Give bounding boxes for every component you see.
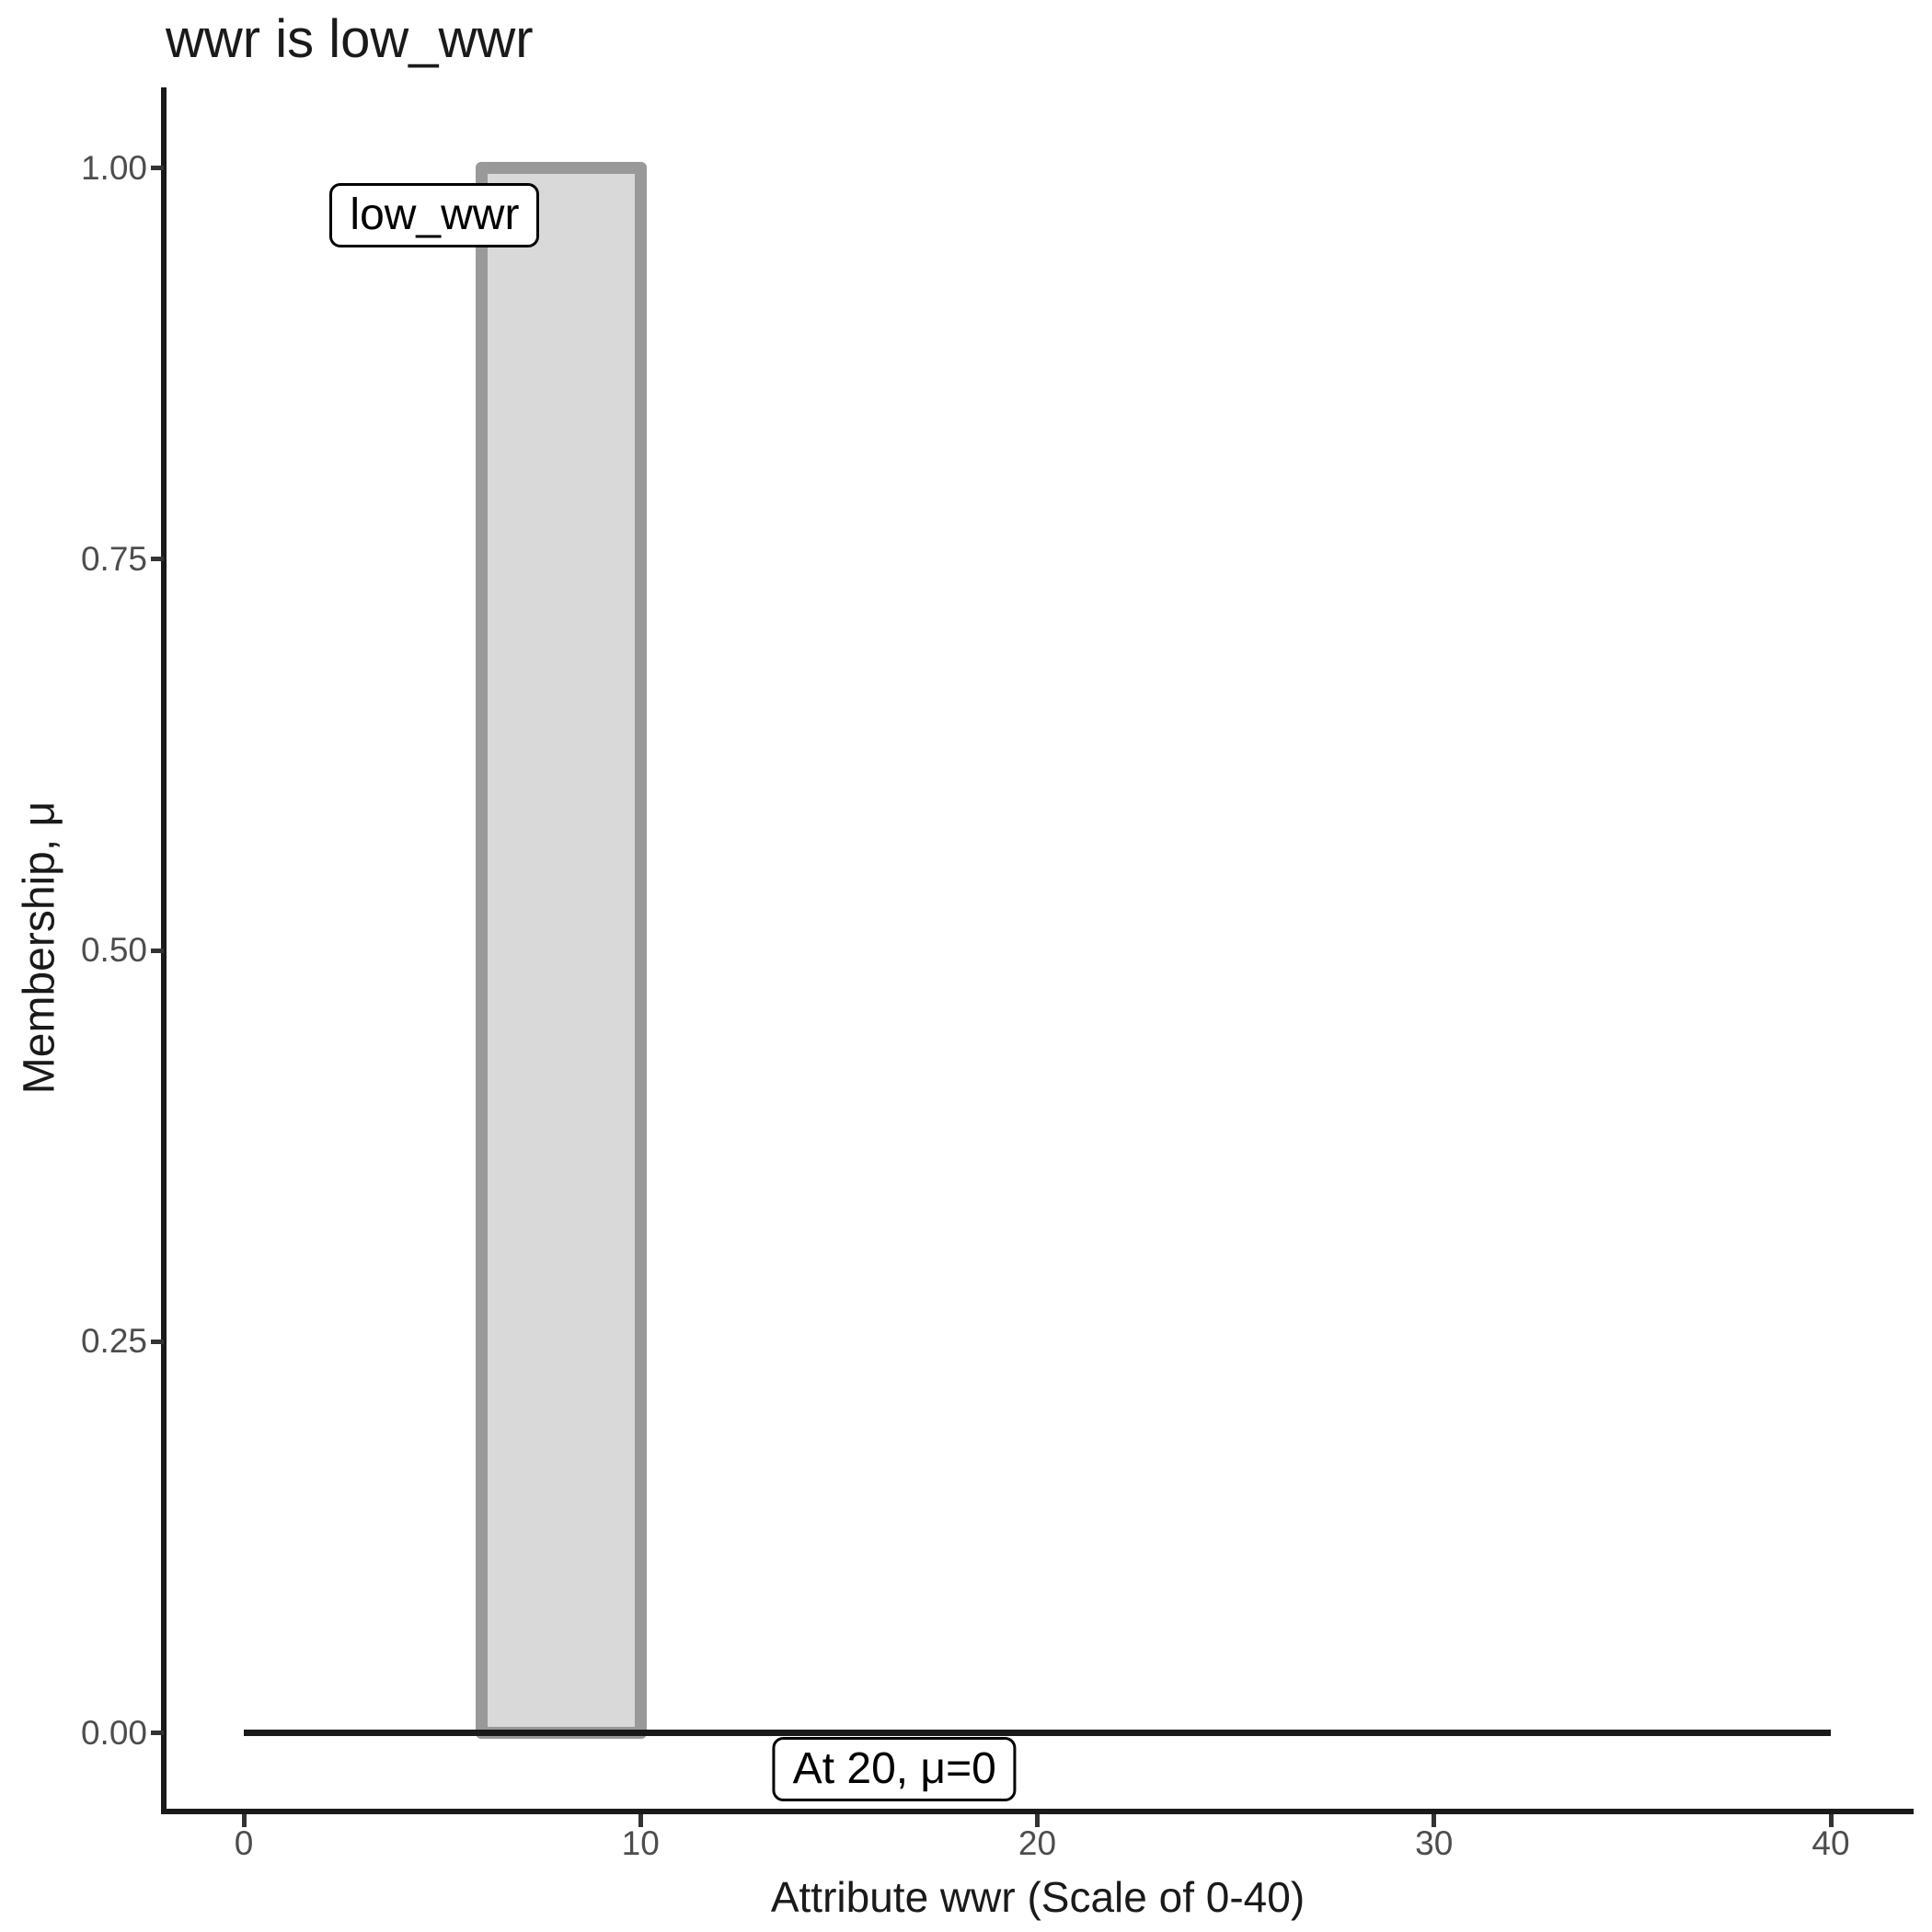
y-tick-mark — [151, 948, 164, 953]
x-tick-mark — [638, 1814, 643, 1827]
y-tick-label: 1.00 — [80, 148, 147, 187]
x-tick-mark — [241, 1814, 247, 1827]
y-tick-label: 0.25 — [80, 1322, 147, 1361]
x-tick-label: 20 — [1018, 1824, 1057, 1862]
y-tick-label: 0.50 — [80, 931, 147, 969]
y-tick-mark — [151, 1731, 164, 1735]
x-tick-label: 30 — [1415, 1824, 1454, 1862]
y-tick-mark — [151, 1339, 164, 1344]
annotation-label-low-wwr: low_wwr — [329, 182, 540, 247]
x-tick-label: 40 — [1811, 1824, 1850, 1862]
x-axis-title: Attribute wwr (Scale of 0-40) — [770, 1873, 1305, 1921]
membership-zero-line — [244, 1730, 1831, 1736]
x-tick-mark — [1035, 1814, 1040, 1827]
x-tick-label: 10 — [621, 1824, 660, 1862]
x-tick-mark — [1432, 1814, 1437, 1827]
y-tick-label: 0.00 — [80, 1713, 147, 1752]
y-axis-line — [161, 87, 167, 1814]
annotation-label-at-20: At 20, μ=0 — [772, 1736, 1017, 1801]
x-axis-line — [161, 1809, 1914, 1814]
plot-title: wwr is low_wwr — [166, 9, 534, 69]
y-tick-label: 0.75 — [80, 539, 147, 578]
y-tick-mark — [151, 166, 164, 170]
x-tick-mark — [1828, 1814, 1834, 1827]
x-tick-label: 0 — [234, 1824, 254, 1862]
y-tick-mark — [151, 557, 164, 562]
membership-function-bar — [476, 162, 647, 1739]
